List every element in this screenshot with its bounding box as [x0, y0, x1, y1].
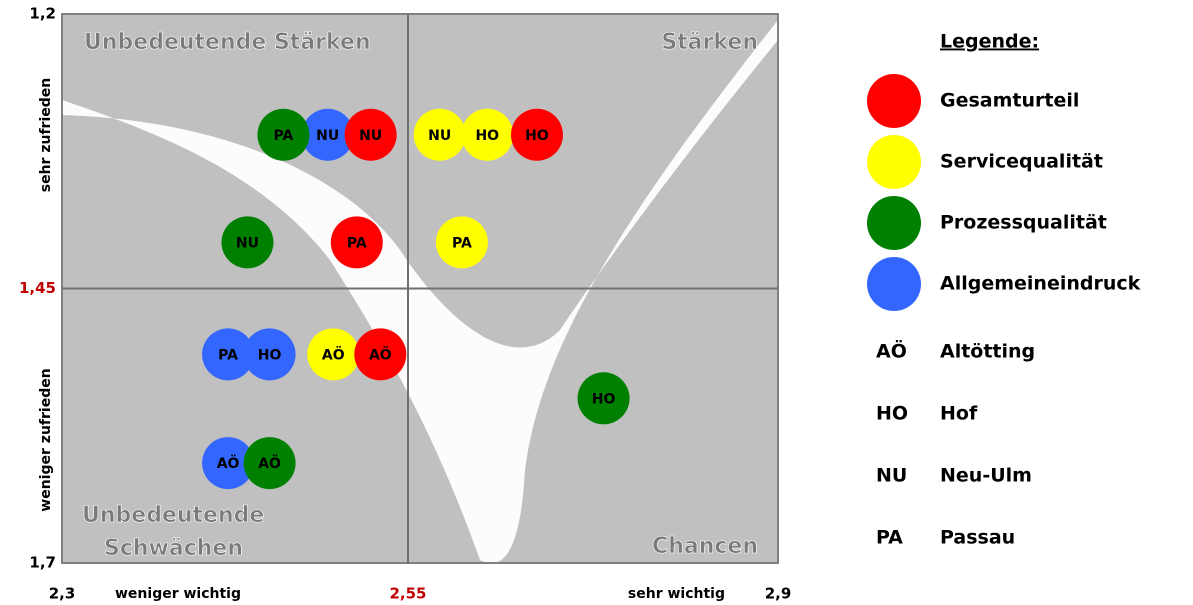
- point-label: PA: [452, 235, 472, 251]
- y-axis-label: weniger zufrieden: [38, 368, 54, 511]
- y-tick-label: 1,7: [29, 554, 56, 572]
- y-axis-label: sehr zufrieden: [38, 78, 54, 192]
- legend-code: HO: [876, 403, 908, 425]
- legend-label: Gesamturteil: [940, 90, 1079, 112]
- legend-code: PA: [876, 527, 903, 549]
- point-label: NU: [359, 128, 382, 144]
- quadrant-label: Chancen: [652, 534, 758, 559]
- point-label: PA: [347, 235, 367, 251]
- x-tick-label: 2,9: [765, 585, 792, 603]
- point-label: PA: [218, 347, 238, 363]
- legend-swatch: [867, 135, 921, 189]
- legend-code: AÖ: [876, 339, 907, 363]
- quadrant-label: Stärken: [661, 30, 758, 55]
- legend-swatch: [867, 257, 921, 311]
- x-tick-label: 2,3: [49, 585, 76, 603]
- point-label: HO: [475, 128, 499, 144]
- x-axis-label: sehr wichtig: [628, 586, 725, 602]
- legend-label: Altötting: [940, 341, 1035, 363]
- point-label: HO: [525, 128, 549, 144]
- legend-code: NU: [876, 465, 907, 487]
- point-label: NU: [316, 128, 339, 144]
- point-label: HO: [592, 391, 616, 407]
- x-axis-label: weniger wichtig: [115, 586, 241, 602]
- y-tick-label: 1,45: [19, 279, 56, 297]
- point-label: AÖ: [258, 454, 281, 472]
- quadrant-label: Unbedeutende Stärken: [84, 30, 371, 55]
- point-label: AÖ: [369, 345, 392, 363]
- quadrant-label: Unbedeutende: [82, 503, 264, 528]
- watermark-hole: [375, 155, 455, 225]
- quadrant-label: Schwächen: [104, 536, 243, 561]
- point-label: NU: [428, 128, 451, 144]
- legend-label: Neu-Ulm: [940, 465, 1032, 487]
- legend-swatch: [867, 196, 921, 250]
- point-label: AÖ: [322, 345, 345, 363]
- point-label: AÖ: [217, 454, 240, 472]
- chart: Unbedeutende Stärken Stärken Unbedeutend…: [0, 0, 1193, 605]
- legend-title: Legende:: [940, 31, 1039, 53]
- legend-label: Prozessqualität: [940, 212, 1107, 234]
- point-label: PA: [274, 128, 294, 144]
- legend-label: Servicequalität: [940, 151, 1103, 173]
- legend-label: Allgemeineindruck: [940, 273, 1141, 295]
- point-label: HO: [258, 347, 282, 363]
- x-tick-label: 2,55: [389, 585, 426, 603]
- point-label: NU: [236, 235, 259, 251]
- legend-label: Passau: [940, 527, 1015, 549]
- legend-label: Hof: [940, 403, 978, 425]
- legend-swatch: [867, 74, 921, 128]
- y-tick-label: 1,2: [29, 5, 56, 23]
